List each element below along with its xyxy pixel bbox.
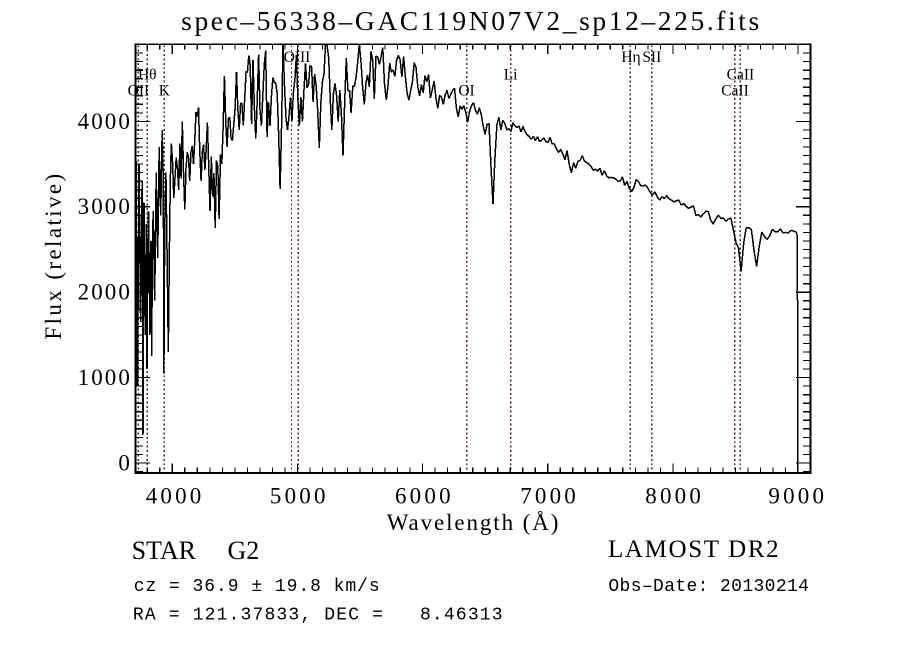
svg-text:spec–56338–GAC119N07V2_sp12–22: spec–56338–GAC119N07V2_sp12–225.fits [181,5,762,36]
svg-text:9000: 9000 [768,484,827,509]
svg-text:4000: 4000 [146,484,205,509]
svg-text:Flux (relative): Flux (relative) [41,171,66,339]
svg-text:K: K [159,83,171,100]
svg-text:CaII: CaII [727,67,755,84]
svg-text:6000: 6000 [395,484,454,509]
svg-text:STAR: STAR [132,536,197,565]
svg-text:CaII: CaII [721,83,749,100]
svg-text:4000: 4000 [78,109,132,134]
svg-text:Hθ: Hθ [138,67,157,84]
svg-text:Li: Li [504,67,518,84]
svg-text:Wavelength (Å): Wavelength (Å) [387,510,561,535]
svg-text:SII: SII [642,49,661,66]
svg-text:1000: 1000 [78,365,132,390]
svg-text:OII: OII [128,83,150,100]
svg-text:2000: 2000 [78,280,132,305]
svg-text:OIII: OIII [284,49,311,66]
svg-text:3000: 3000 [78,194,132,219]
svg-text:RA = 121.37833, DEC = 8.4631: RA = 121.37833, DEC = 8.46313 [133,606,504,626]
svg-text:8000: 8000 [645,484,704,509]
svg-text:7000: 7000 [520,484,579,509]
svg-text:Hη: Hη [621,49,640,66]
svg-text:G2: G2 [228,536,260,565]
svg-text:OI: OI [458,83,474,100]
svg-text:Obs–Date: 20130214: Obs–Date: 20130214 [608,577,809,597]
svg-text:LAMOST DR2: LAMOST DR2 [608,536,780,563]
svg-text:cz = 36.9 ± 19.8 km/s: cz = 36.9 ± 19.8 km/s [134,577,381,597]
svg-text:5000: 5000 [270,484,329,509]
svg-text:0: 0 [118,450,132,475]
